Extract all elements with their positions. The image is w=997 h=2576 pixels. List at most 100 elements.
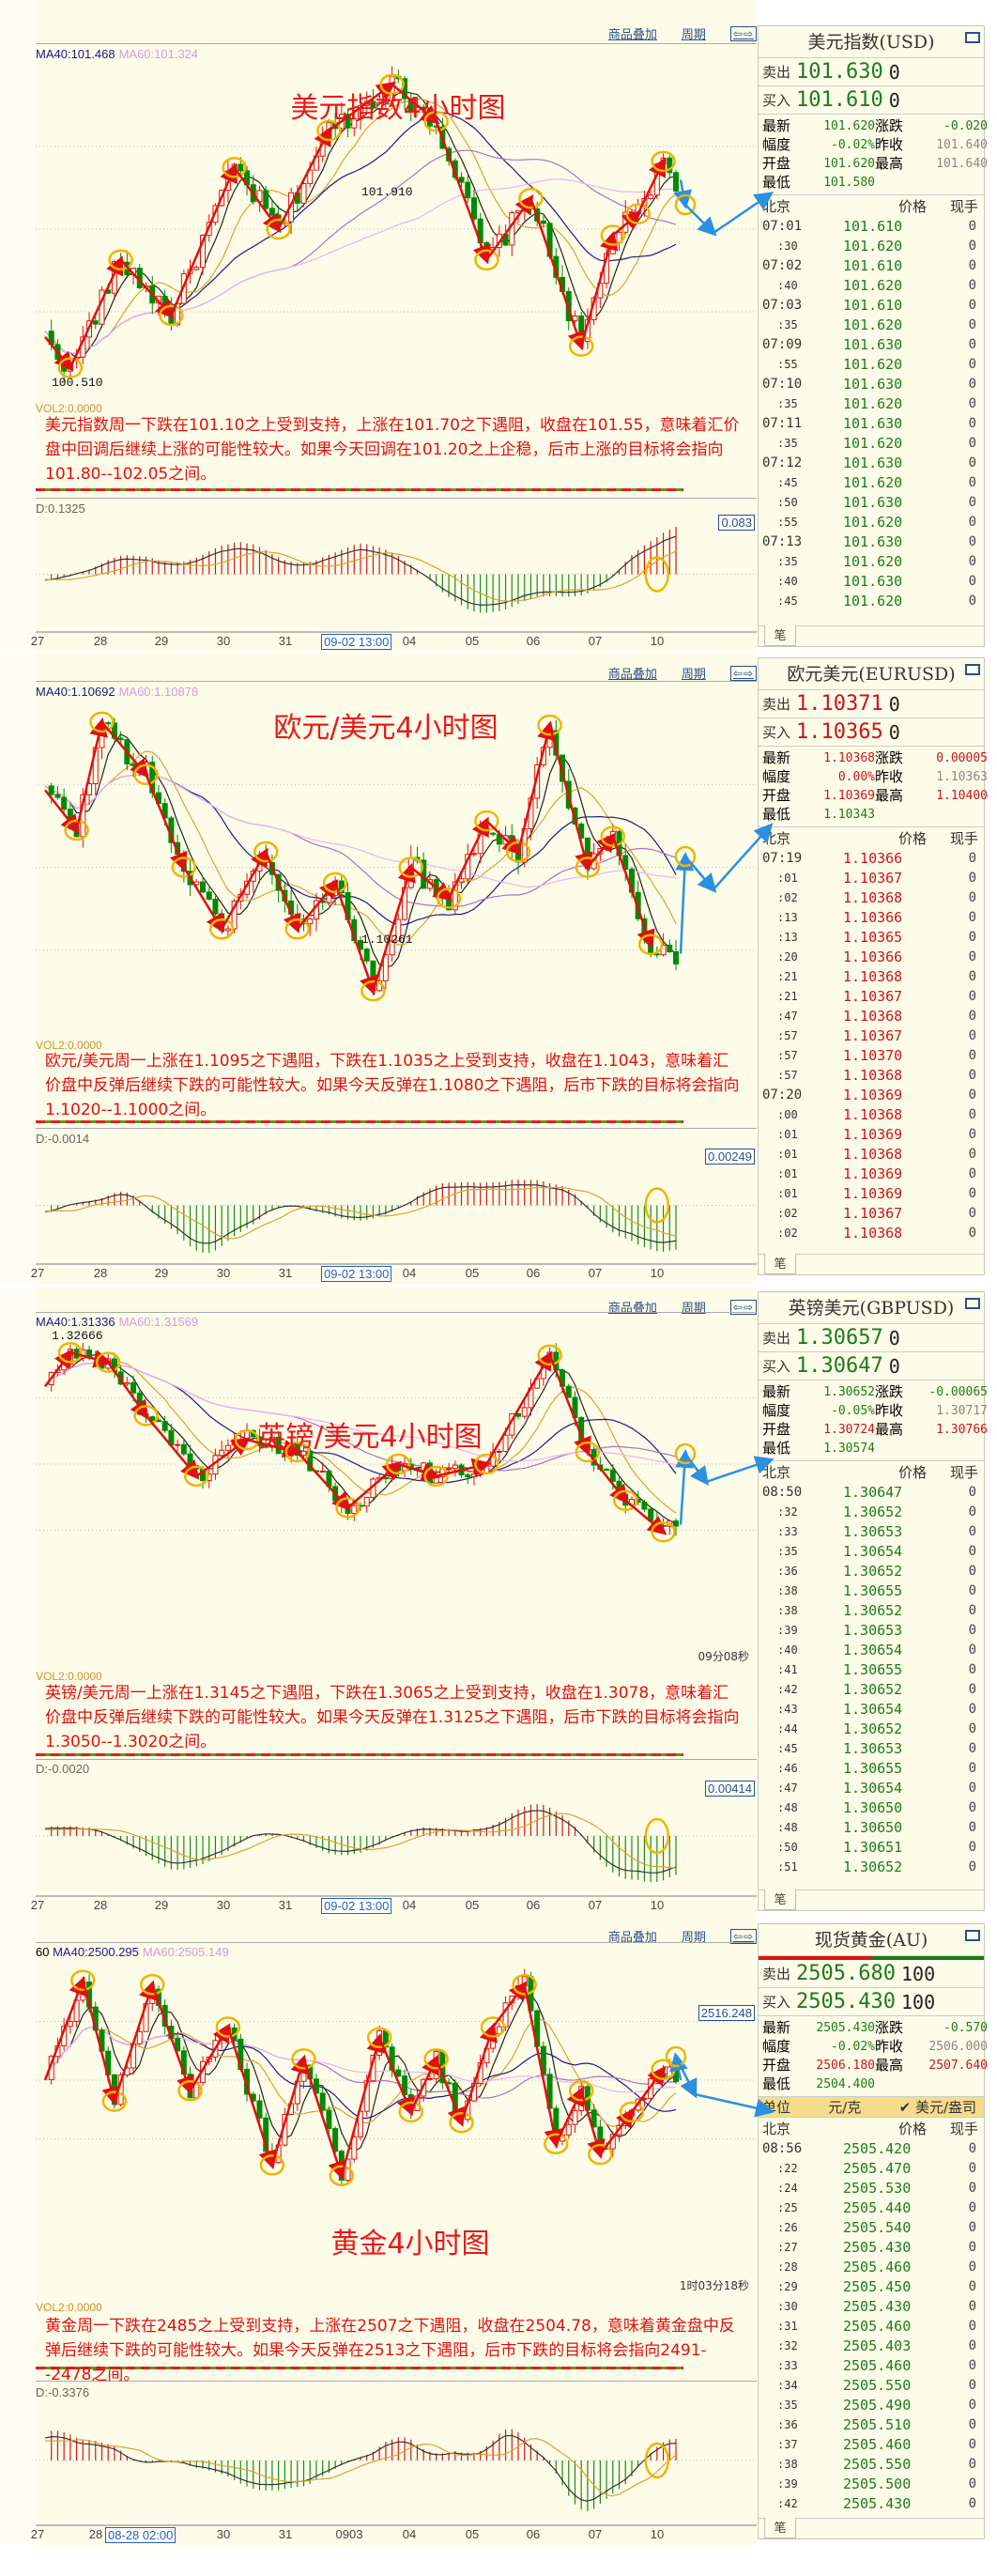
tick-price: 101.620 [843, 316, 903, 333]
restore-window-icon[interactable] [965, 1298, 980, 1309]
highlight-circle [108, 249, 133, 271]
tick-row: :35 101.620 0 [759, 393, 984, 413]
kline-chart[interactable]: 商品叠加 周期 ⇦⇨ MA40:101.468 MA60:101.324 美元指数… [0, 0, 775, 652]
tick-list[interactable]: 07:19 1.10366 0:01 1.10367 0:02 1.10368 0:13 1.… [759, 848, 984, 1242]
candle-up [219, 1449, 225, 1457]
candle-down [326, 2109, 332, 2130]
current-price-box: 2516.248 [698, 2005, 755, 2021]
kline-chart[interactable]: 商品叠加 周期 ⇦⇨ MA40:1.31336 MA60:1.31569 英镑/美… [0, 1287, 775, 1916]
scroll-nav-buttons[interactable]: ⇦⇨ [729, 1299, 757, 1315]
unit-selector[interactable]: 单位 元/克 ✔ 美元/盎司 [759, 2097, 984, 2118]
highlight-circle [644, 2442, 670, 2479]
instrument-name: 现货黄金(AU) [814, 1930, 928, 1951]
highlight-circle [575, 1441, 601, 1463]
tick-price: 101.620 [843, 552, 903, 570]
candle-down [465, 1473, 471, 1478]
quote-sidebar: 英镑美元(GBPUSD) 卖出 1.30657 0 买入 1.30647 0 最新 1.3… [758, 1291, 988, 1911]
candle-down [117, 737, 124, 741]
tick-price: 101.620 [843, 513, 903, 531]
ma-line [44, 1362, 677, 1466]
tick-list[interactable]: 08:50 1.30647 0:32 1.30652 0:33 1.30653 0:35 1.… [759, 1482, 984, 1876]
highlight-circle [625, 203, 651, 224]
tick-time: :48 [777, 1800, 798, 1814]
swing-arrow [182, 866, 224, 933]
tick-price: 1.10368 [843, 1224, 903, 1242]
overlay-link[interactable]: 商品叠加 [607, 1931, 657, 1945]
swing-arrow [69, 1350, 114, 1368]
tick-row: :30 101.620 0 [759, 236, 984, 255]
macd-dea-line [45, 550, 677, 602]
ma-legend: MA40:1.10692 MA60:1.10878 [36, 685, 198, 699]
sell-label: 卖出 [762, 64, 791, 81]
tick-volume: 0 [968, 356, 976, 372]
restore-window-icon[interactable] [965, 1930, 980, 1941]
tab-trades[interactable]: 笔 [764, 1890, 796, 1910]
scroll-nav-buttons[interactable]: ⇦⇨ [729, 1928, 757, 1944]
tick-volume: 0 [968, 988, 976, 1004]
candle-down [458, 177, 465, 183]
tick-volume: 0 [968, 435, 976, 451]
tick-price: 1.30652 [843, 1562, 903, 1580]
tick-volume: 0 [968, 1523, 976, 1539]
tab-trades[interactable]: 笔 [764, 625, 796, 646]
tick-volume: 0 [968, 238, 976, 254]
highlight-circle [253, 841, 279, 863]
tick-row: 07:02 101.610 0 [759, 255, 984, 275]
highlight-circle [575, 856, 601, 878]
tab-trades[interactable]: 笔 [764, 1254, 796, 1274]
candle-down [660, 2073, 667, 2079]
candle-up [382, 954, 389, 981]
swing-arrow [302, 2059, 346, 2181]
kline-chart[interactable]: 商品叠加 周期 ⇦⇨ 60 MA40:2500.295 MA60:2505.149… [0, 1916, 775, 2545]
candle-up [470, 853, 477, 856]
tick-time: 07:03 [762, 297, 803, 313]
tick-row: 07:09 101.630 0 [759, 334, 984, 354]
period-link[interactable]: 周期 [681, 1931, 706, 1945]
tick-row: 07:10 101.630 0 [759, 374, 984, 393]
highlight-circle [398, 856, 424, 878]
stat-label: 昨收 [875, 2038, 904, 2055]
tick-volume: 0 [968, 929, 976, 945]
tick-row: :35 101.620 0 [759, 551, 984, 571]
stat-label: 昨收 [875, 136, 904, 153]
sell-row: 卖出 1.10371 0 [759, 690, 984, 718]
axis-cursor-label: 08-28 02:00 [105, 2527, 176, 2543]
swing-arrow [579, 230, 619, 347]
axis-tick-label: 05 [465, 634, 480, 648]
ma40-value: MA40:1.10692 [36, 685, 115, 699]
tick-price: 1.30655 [843, 1759, 903, 1777]
tick-row: :32 1.30652 0 [759, 1502, 984, 1521]
unit-option-usd-ounce[interactable]: ✔ 美元/盎司 [898, 2099, 976, 2116]
candle-up [395, 918, 402, 942]
unit-option-yuan-gram[interactable]: 元/克 [828, 2099, 862, 2116]
highlight-circle [398, 2101, 424, 2123]
highlight-circle [588, 2143, 613, 2166]
ma-line [44, 1993, 677, 2152]
tick-time: :50 [777, 1840, 798, 1854]
highlight-circle [474, 1453, 499, 1475]
overlay-link[interactable]: 商品叠加 [607, 668, 657, 682]
scroll-nav-buttons[interactable]: ⇦⇨ [729, 25, 757, 41]
swing-arrow [529, 197, 586, 351]
tick-list[interactable]: 08:56 2505.420 0:22 2505.470 0:24 2505.530 0:2… [759, 2138, 984, 2513]
tick-price: 2505.430 [843, 2297, 912, 2315]
scroll-nav-buttons[interactable]: ⇦⇨ [729, 665, 757, 681]
tab-trades[interactable]: 笔 [764, 2518, 796, 2538]
period-link[interactable]: 周期 [681, 28, 706, 42]
restore-window-icon[interactable] [965, 664, 980, 675]
candle-down [238, 163, 244, 172]
kline-chart[interactable]: 商品叠加 周期 ⇦⇨ MA40:1.10692 MA60:1.10878 欧元/美… [0, 653, 774, 1284]
tick-volume: 0 [968, 1799, 976, 1815]
highlight-circle [266, 218, 291, 240]
period-link[interactable]: 周期 [681, 668, 706, 682]
swing-arrow [43, 1976, 87, 2081]
overlay-link[interactable]: 商品叠加 [607, 28, 657, 42]
tick-row: :57 1.10367 0 [759, 1026, 984, 1045]
highlight-circle [644, 1817, 670, 1855]
buy-price: 1.30647 [796, 1354, 883, 1378]
tick-price: 101.630 [843, 493, 903, 511]
restore-window-icon[interactable] [965, 32, 980, 43]
tick-list[interactable]: 07:01 101.610 0:30 101.620 0 07:02 101.610 0:40… [759, 216, 984, 610]
swing-arrow [485, 820, 522, 856]
highlight-circle [366, 2027, 392, 2049]
